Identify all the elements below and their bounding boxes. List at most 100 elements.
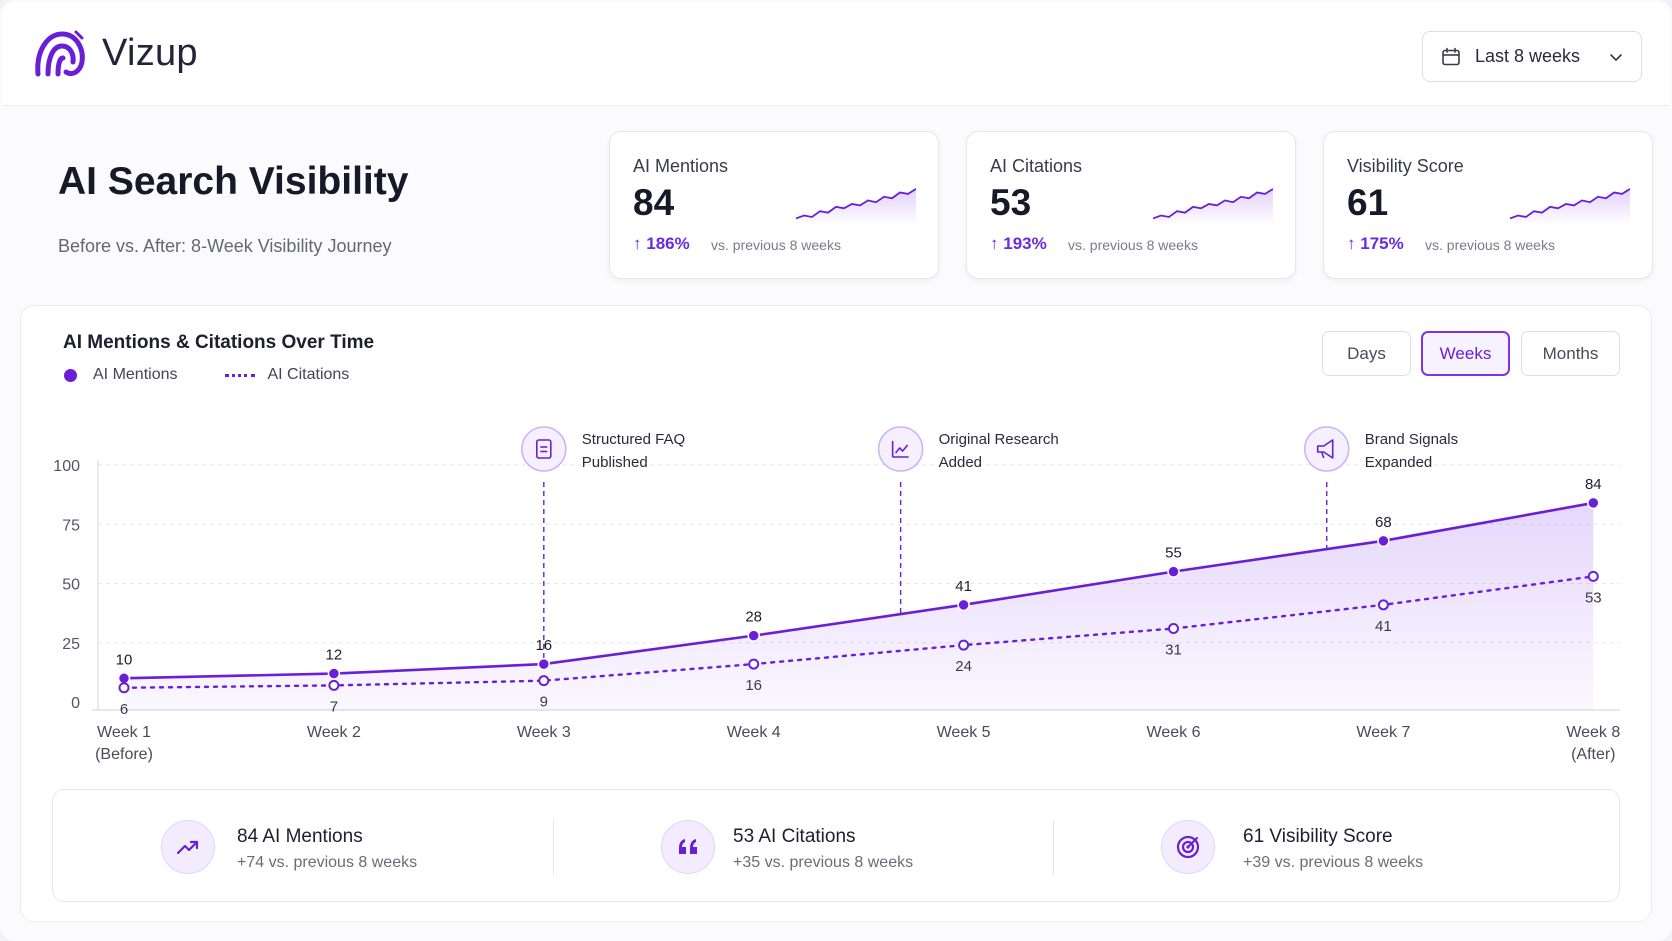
annotation-label: Published	[582, 454, 648, 471]
sparkline	[1510, 188, 1630, 226]
mentions-data-label: 55	[1165, 545, 1182, 562]
y-tick-label: 75	[62, 517, 80, 534]
mentions-point	[327, 667, 341, 680]
sparkline	[1153, 188, 1273, 226]
summary-sub: +39 vs. previous 8 weeks	[1243, 854, 1424, 871]
citations-line	[122, 575, 1595, 689]
x-tick-label: Week 3	[517, 724, 571, 741]
summary-divider	[553, 820, 554, 875]
mentions-point	[747, 629, 760, 642]
legend-mentions-marker	[64, 368, 77, 382]
chart-trend-icon	[891, 441, 909, 458]
kpi-delta: ↑ 186%	[633, 234, 690, 253]
megaphone-icon	[1316, 439, 1334, 459]
citations-point	[748, 658, 760, 670]
granularity-days-button[interactable]: Days	[1322, 331, 1411, 376]
x-tick-label: Week 7	[1356, 724, 1410, 741]
chart-legend: AI Mentions AI Citations	[64, 366, 349, 384]
date-range-label: Last 8 weeks	[1475, 46, 1581, 66]
summary-sub: +74 vs. previous 8 weeks	[237, 854, 418, 871]
date-range-dropdown[interactable]: Last 8 weeks	[1422, 31, 1642, 82]
mentions-point	[1587, 496, 1600, 510]
mentions-point	[1377, 534, 1390, 548]
citations-point	[958, 639, 970, 651]
target-icon	[1161, 820, 1215, 874]
citations-point	[118, 682, 130, 694]
citations-data-label: 7	[330, 698, 338, 715]
sparkline-area	[796, 188, 916, 226]
kpi-card-visibility-score: Visibility Score 61 ↑ 175% vs. previous …	[1323, 131, 1653, 279]
summary-sub: +35 vs. previous 8 weeks	[733, 854, 914, 871]
citations-point	[328, 679, 340, 691]
summary-main: 61 Visibility Score	[1243, 826, 1393, 847]
kpi-label: AI Mentions	[633, 156, 729, 176]
kpi-comparison: vs. previous 8 weeks	[1425, 237, 1555, 253]
citations-data-label: 53	[1585, 589, 1602, 606]
kpi-comparison: vs. previous 8 weeks	[1068, 237, 1198, 253]
kpi-label: Visibility Score	[1347, 156, 1464, 176]
mentions-data-label: 10	[116, 651, 133, 668]
granularity-weeks-button[interactable]: Weeks	[1421, 331, 1510, 376]
mentions-point	[537, 657, 551, 671]
citations-point	[538, 675, 550, 687]
x-tick-label: Week 2	[307, 724, 361, 741]
mentions-data-label: 28	[745, 609, 762, 626]
y-tick-label: 50	[62, 577, 80, 594]
kpi-delta: ↑ 175%	[1347, 234, 1404, 253]
kpi-value: 61	[1347, 182, 1389, 223]
sparkline-area	[1153, 188, 1273, 226]
citations-point	[1377, 599, 1389, 611]
mentions-line	[123, 501, 1594, 680]
y-tick-label: 100	[53, 458, 80, 475]
legend-mentions-label: AI Mentions	[93, 366, 178, 383]
chart-title: AI Mentions & Citations Over Time	[63, 332, 375, 353]
annotation-label: Added	[939, 454, 982, 471]
x-tick-label: Week 4	[727, 724, 781, 741]
citations-data-label: 31	[1165, 642, 1182, 659]
vizup-logo	[35, 30, 85, 77]
legend-citations-marker	[225, 373, 256, 377]
summary-main: 84 AI Mentions	[237, 826, 363, 847]
x-tick-label: (Before)	[95, 746, 153, 763]
y-tick-label: 0	[71, 695, 80, 712]
kpi-comparison: vs. previous 8 weeks	[711, 237, 841, 253]
mentions-data-label: 12	[326, 647, 343, 664]
chevron-down-icon	[1610, 54, 1622, 61]
document-icon	[535, 439, 552, 459]
kpi-value: 53	[990, 182, 1032, 223]
sparkline-line	[1510, 188, 1630, 220]
brand-name: Vizup	[102, 32, 198, 74]
kpi-delta-value: 175%	[1360, 234, 1404, 253]
legend-citations-label: AI Citations	[267, 366, 350, 383]
citations-data-label: 24	[955, 658, 972, 675]
citations-data-label: 41	[1375, 618, 1392, 635]
mentions-point	[1167, 565, 1180, 578]
page-title: AI Search Visibility	[58, 160, 409, 203]
sparkline-area	[1510, 188, 1630, 226]
kpi-delta: ↑ 193%	[990, 234, 1047, 253]
top-header: Vizup Last 8 weeks	[2, 2, 1670, 106]
kpi-card-citations: AI Citations 53 ↑ 193% vs. previous 8 we…	[966, 131, 1296, 279]
x-tick-label: Week 5	[937, 724, 991, 741]
kpi-delta-value: 193%	[1003, 234, 1047, 253]
trend-up-icon	[161, 820, 215, 874]
granularity-months-button[interactable]: Months	[1521, 331, 1620, 376]
citations-data-label: 6	[120, 701, 128, 718]
annotation-label: Original Research	[939, 431, 1059, 448]
sparkline-line	[1153, 188, 1273, 220]
annotation-label: Brand Signals	[1365, 431, 1458, 448]
mentions-data-label: 84	[1585, 476, 1602, 493]
kpi-card-mentions: AI Mentions 84 ↑ 186% vs. previous 8 wee…	[609, 131, 939, 279]
sparkline-line	[796, 188, 916, 220]
annotation-label: Expanded	[1365, 454, 1433, 471]
mentions-point	[117, 672, 131, 685]
summary-divider	[1053, 820, 1054, 875]
document-icon-badge	[521, 426, 567, 472]
page-subtitle: Before vs. After: 8-Week Visibility Jour…	[58, 236, 392, 256]
summary-strip: 84 AI Mentions +74 vs. previous 8 weeks …	[52, 789, 1620, 902]
x-tick-label: Week 1	[97, 724, 151, 741]
summary-main: 53 AI Citations	[733, 826, 856, 847]
mentions-data-label: 41	[955, 578, 972, 595]
